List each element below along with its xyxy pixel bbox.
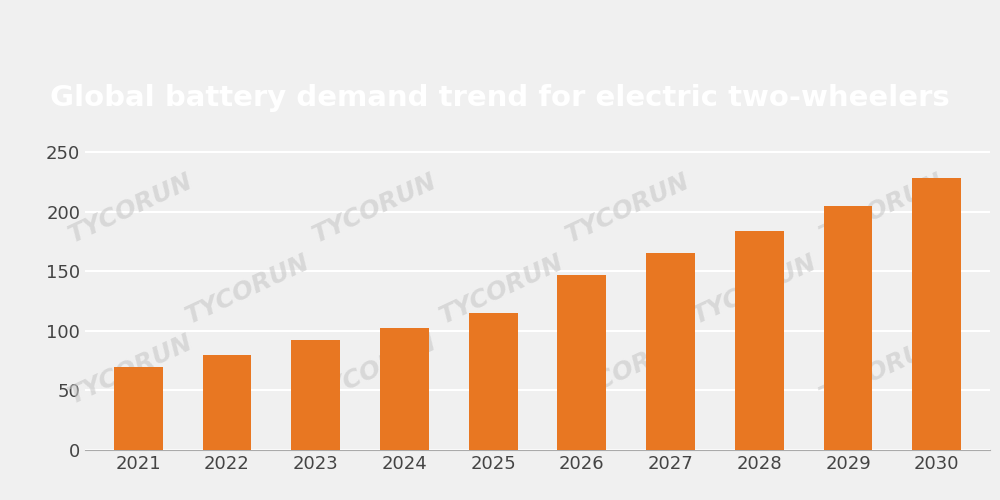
Text: TYCORUN: TYCORUN [309, 169, 441, 248]
Bar [735, 230, 784, 450]
Bar [912, 178, 961, 450]
Text: TYCORUN: TYCORUN [64, 169, 196, 248]
Bar [291, 340, 340, 450]
Text: TYCORUN: TYCORUN [562, 330, 694, 408]
Text: TYCORUN: TYCORUN [182, 250, 314, 328]
Bar [646, 254, 695, 450]
Text: TYCORUN: TYCORUN [562, 169, 694, 248]
Text: TYCORUN: TYCORUN [64, 330, 196, 408]
Text: TYCORUN: TYCORUN [815, 169, 947, 248]
Text: TYCORUN: TYCORUN [689, 250, 821, 328]
Text: TYCORUN: TYCORUN [309, 330, 441, 408]
Bar [203, 354, 251, 450]
Bar [380, 328, 429, 450]
Bar [557, 274, 606, 450]
Bar [469, 313, 518, 450]
Bar [114, 366, 163, 450]
Bar [824, 206, 872, 450]
Text: Global battery demand trend for electric two-wheelers: Global battery demand trend for electric… [50, 84, 950, 112]
Text: TYCORUN: TYCORUN [815, 330, 947, 408]
Text: TYCORUN: TYCORUN [435, 250, 567, 328]
